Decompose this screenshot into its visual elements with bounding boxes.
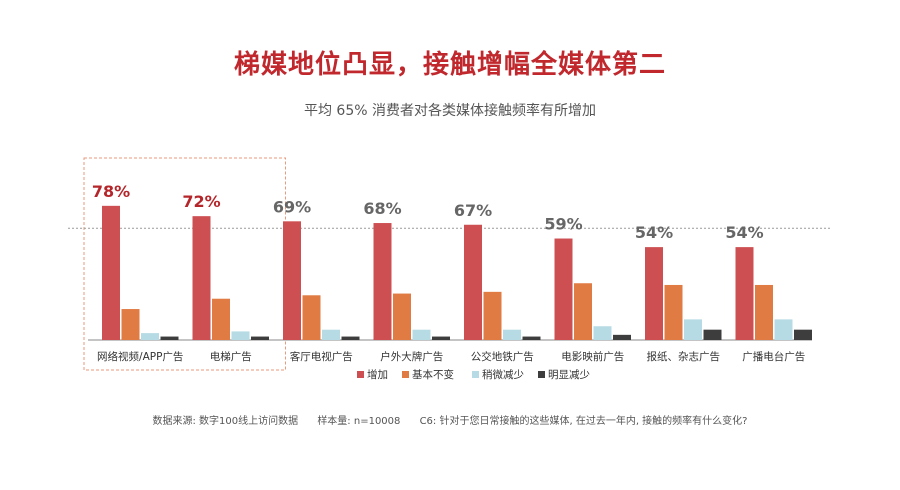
category-label-4: 公交地铁广告 bbox=[471, 350, 534, 363]
bar-3-2 bbox=[412, 329, 431, 340]
legend-swatch-3 bbox=[538, 371, 545, 378]
bar-1-2 bbox=[231, 331, 250, 340]
bar-1-0 bbox=[192, 216, 211, 340]
bar-2-0 bbox=[283, 221, 301, 340]
bar-0-0 bbox=[102, 205, 120, 340]
bar-5-3 bbox=[613, 334, 631, 340]
data-label-4: 67% bbox=[454, 201, 492, 220]
data-label-3: 68% bbox=[363, 199, 401, 218]
bar-6-1 bbox=[664, 284, 683, 340]
data-label-5: 59% bbox=[544, 215, 582, 234]
bar-1-3 bbox=[251, 336, 269, 340]
data-label-6: 54% bbox=[635, 223, 673, 242]
bar-4-3 bbox=[522, 336, 541, 340]
footnote: 数据来源: 数字100线上访问数据 样本量: n=10008 C6: 针对于您日… bbox=[0, 412, 900, 427]
category-label-2: 客厅电视广告 bbox=[290, 350, 353, 363]
bar-7-3 bbox=[794, 329, 812, 340]
bar-2-2 bbox=[322, 329, 340, 340]
bar-3-0 bbox=[373, 223, 392, 340]
legend-label-2: 稍微减少 bbox=[482, 368, 524, 381]
footnote-source: 数据来源: 数字100线上访问数据 bbox=[152, 416, 299, 427]
bar-4-0 bbox=[464, 224, 482, 340]
bar-6-0 bbox=[645, 247, 663, 340]
bar-4-2 bbox=[503, 329, 521, 340]
footnote-sample: 样本量: n=10008 bbox=[317, 416, 401, 427]
bar-6-2 bbox=[684, 319, 702, 340]
page-title: 梯媒地位凸显，接触增幅全媒体第二 bbox=[233, 50, 666, 80]
legend-swatch-2 bbox=[472, 371, 479, 378]
footnote-question: C6: 针对于您日常接触的这些媒体, 在过去一年内, 接触的频率有什么变化? bbox=[419, 416, 748, 427]
bar-0-3 bbox=[160, 336, 179, 340]
bar-2-3 bbox=[341, 336, 360, 340]
bar-0-2 bbox=[141, 333, 159, 340]
category-label-1: 电梯广告 bbox=[210, 350, 252, 363]
bar-5-2 bbox=[593, 326, 612, 340]
category-label-6: 报纸、杂志广告 bbox=[647, 350, 721, 363]
page-subtitle: 平均 65% 消费者对各类媒体接触频率有所增加 bbox=[303, 103, 597, 119]
legend-swatch-0 bbox=[357, 371, 364, 378]
bar-4-1 bbox=[483, 291, 502, 340]
data-label-2: 69% bbox=[273, 197, 311, 216]
category-label-5: 电影映前广告 bbox=[561, 350, 624, 363]
bar-7-1 bbox=[755, 284, 773, 340]
category-label-7: 广播电台广告 bbox=[742, 350, 805, 363]
category-label-3: 户外大牌广告 bbox=[380, 350, 443, 363]
data-label-1: 72% bbox=[182, 192, 220, 211]
bar-7-2 bbox=[774, 319, 793, 340]
data-label-0: 78% bbox=[92, 182, 130, 201]
bar-1-1 bbox=[212, 298, 230, 340]
bar-6-3 bbox=[703, 329, 722, 340]
legend-label-0: 增加 bbox=[367, 368, 388, 381]
data-label-7: 54% bbox=[725, 223, 763, 242]
bar-2-1 bbox=[302, 295, 321, 340]
legend-swatch-1 bbox=[402, 371, 409, 378]
bar-0-1 bbox=[121, 309, 140, 340]
bar-7-0 bbox=[735, 247, 754, 340]
legend-label-3: 明显减少 bbox=[548, 369, 590, 381]
legend-label-1: 基本不变 bbox=[412, 368, 454, 381]
category-label-0: 网络视频/APP广告 bbox=[97, 350, 183, 363]
bar-5-1 bbox=[574, 283, 592, 340]
bar-5-0 bbox=[554, 238, 573, 340]
bar-3-1 bbox=[393, 293, 411, 340]
bar-3-3 bbox=[432, 336, 450, 340]
